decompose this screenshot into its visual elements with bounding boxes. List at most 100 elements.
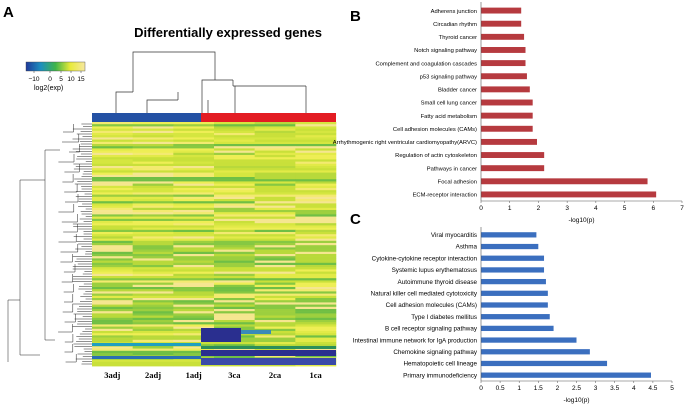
x-tick-label: 1.5 bbox=[534, 385, 543, 392]
bar bbox=[481, 86, 530, 93]
bar bbox=[481, 255, 545, 261]
panel-c-letter: C bbox=[350, 211, 361, 228]
chart-c: Viral myocarditis Asthma Cytokine-cytokine… bbox=[353, 227, 674, 404]
bar-category-label: Thyroid cancer bbox=[439, 35, 477, 41]
bar-category-label: Primary immunodeficiency bbox=[403, 372, 478, 379]
colorbar-tick-label: 5 bbox=[59, 76, 63, 83]
bar bbox=[481, 337, 577, 343]
bar-category-label: Focal adhesion bbox=[438, 180, 477, 186]
heatmap-column-label: 3ca bbox=[228, 370, 241, 380]
bar bbox=[481, 232, 537, 238]
column-dendrogram bbox=[115, 51, 307, 113]
bar-category-label: Systemic lupus erythematosus bbox=[392, 267, 477, 274]
bar bbox=[481, 278, 546, 285]
heatmap-column-label: 2ca bbox=[269, 370, 282, 380]
heatmap-body bbox=[92, 122, 337, 367]
panel-c: C Viral myocarditis Asthma Cytokine-cytoki… bbox=[350, 211, 674, 404]
colorbar: −10 0 5 10 15 log2(exp) bbox=[25, 61, 86, 92]
bar bbox=[481, 47, 526, 53]
bar bbox=[481, 33, 525, 40]
bar-category-label: Arrhythmogenic right ventricular cardiom… bbox=[333, 140, 477, 146]
bar-category-label: Circadian rhythm bbox=[433, 22, 477, 28]
bar-category-label: Adherens junction bbox=[431, 9, 477, 15]
colorbar-tick-label: 15 bbox=[77, 76, 85, 83]
x-tick-label: 2.5 bbox=[572, 385, 581, 392]
panel-a-letter: A bbox=[3, 4, 14, 21]
group-bar-cancer bbox=[201, 113, 336, 122]
panel-b-letter: B bbox=[350, 8, 361, 25]
bar bbox=[481, 152, 545, 158]
bar bbox=[481, 243, 539, 250]
bar-category-label: p53 signaling pathway bbox=[420, 74, 477, 80]
bar-category-label: Bladder cancer bbox=[438, 88, 477, 94]
x-tick-label: 4.5 bbox=[648, 385, 657, 392]
bar-category-label: Fatty acid metabolism bbox=[421, 114, 478, 120]
bar-category-label: Small cell lung cancer bbox=[421, 101, 477, 107]
bar-category-label: B cell receptor signaling pathway bbox=[385, 326, 478, 333]
x-tick-label: 3 bbox=[594, 385, 598, 392]
bar-category-label: Cell adhesion molecules (CAMs) bbox=[386, 302, 477, 309]
bar bbox=[481, 125, 533, 132]
x-tick-label: 1 bbox=[508, 205, 512, 212]
x-tick-label: 2 bbox=[556, 385, 560, 392]
bar-category-label: Chemokine signaling pathway bbox=[393, 349, 478, 356]
bar bbox=[481, 7, 522, 14]
panel-b: B Adherens junction Circadian rhythm Thyro… bbox=[333, 2, 684, 224]
bar-category-label: Pathways in cancer bbox=[427, 166, 477, 172]
bar-category-label: ECM-receptor interaction bbox=[413, 193, 477, 199]
x-tick-label: 7 bbox=[680, 205, 684, 212]
x-tick-label: 3 bbox=[565, 205, 569, 212]
heatmap-column-labels: 3adj 2adj 1adj 3ca 2ca 1ca bbox=[104, 370, 322, 380]
bar bbox=[481, 99, 533, 106]
colorbar-tick-label: 10 bbox=[67, 76, 75, 83]
chart-b: Adherens junction Circadian rhythm Thyroid… bbox=[333, 2, 684, 224]
bar-category-label: Asthma bbox=[456, 244, 478, 251]
bar bbox=[481, 325, 554, 332]
bar bbox=[481, 191, 657, 198]
bar-category-label: Type I diabetes mellitus bbox=[411, 314, 477, 321]
x-tick-label: 5 bbox=[670, 385, 674, 392]
panel-a: A Differentially expressed genes −10 0 5 10… bbox=[3, 4, 337, 380]
colorbar-label: log2(exp) bbox=[34, 85, 63, 92]
x-tick-label: 0 bbox=[479, 205, 483, 212]
bar-category-label: Notch signaling pathway bbox=[414, 48, 477, 54]
bar bbox=[481, 20, 522, 27]
x-tick-label: 0 bbox=[479, 385, 483, 392]
bar bbox=[481, 302, 548, 308]
group-bar-adjacent bbox=[92, 113, 201, 122]
colorbar-scale bbox=[25, 61, 86, 72]
x-axis-label: -log10(p) bbox=[563, 397, 589, 404]
colorbar-ticks: −10 0 5 10 15 bbox=[28, 71, 85, 83]
heatmap-column-label: 1adj bbox=[186, 370, 202, 380]
x-tick-label: 2 bbox=[537, 205, 541, 212]
bar bbox=[481, 314, 550, 320]
bar-category-label: Natural killer cell mediated cytotoxicit… bbox=[371, 291, 478, 298]
x-axis-label: -log10(p) bbox=[568, 217, 594, 224]
colorbar-tick-label: 0 bbox=[48, 76, 52, 83]
heatmap-column-label: 2adj bbox=[145, 370, 161, 380]
x-tick-label: 4 bbox=[594, 205, 598, 212]
heatmap-title: Differentially expressed genes bbox=[134, 25, 322, 40]
bar bbox=[481, 372, 651, 378]
bar-category-label: Intestinal immune network for IgA produc… bbox=[353, 337, 478, 344]
bar-category-label: Autoimmune thyroid disease bbox=[398, 279, 478, 286]
bar-category-label: Cytokine-cytokine receptor interaction bbox=[372, 255, 478, 262]
row-dendrogram bbox=[7, 123, 92, 365]
bar bbox=[481, 138, 537, 145]
x-tick-label: 5 bbox=[623, 205, 627, 212]
bar-category-label: Hematopoietic cell lineage bbox=[403, 361, 477, 368]
bar bbox=[481, 60, 526, 67]
bar bbox=[481, 360, 608, 367]
bar bbox=[481, 112, 533, 119]
colorbar-tick-label: −10 bbox=[28, 76, 39, 83]
bar-category-label: Viral myocarditis bbox=[431, 232, 477, 239]
bar-category-label: Cell adhesion molecules (CAMs) bbox=[393, 127, 477, 133]
heatmap-column-label: 3adj bbox=[104, 370, 120, 380]
bar bbox=[481, 73, 527, 80]
bar-category-label: Regulation of actin cytoskeleton bbox=[395, 153, 477, 159]
bar bbox=[481, 290, 548, 296]
x-tick-label: 0.5 bbox=[496, 385, 505, 392]
bar bbox=[481, 165, 545, 172]
x-tick-label: 6 bbox=[651, 205, 655, 212]
